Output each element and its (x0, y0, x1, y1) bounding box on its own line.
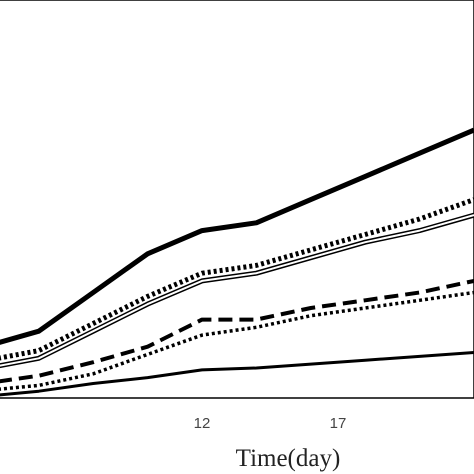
series-line-5 (0, 290, 474, 391)
series-layer (0, 127, 474, 397)
series-line-3-stroke (0, 214, 474, 367)
series-line-1-stroke (0, 127, 474, 345)
x-tick-label: 12 (194, 415, 211, 432)
series-line-6-stroke (0, 351, 474, 397)
x-tick-label: 17 (330, 415, 347, 432)
series-line-3-stroke (0, 212, 474, 369)
series-line-4-stroke (0, 278, 474, 384)
series-line-1 (0, 127, 474, 345)
series-line-4 (0, 278, 474, 384)
x-axis-title: Time(day) (236, 445, 341, 472)
series-line-6 (0, 351, 474, 397)
x-tick-labels: 12 17 (194, 415, 347, 432)
series-line-5-stroke (0, 290, 474, 391)
plot-frame (0, 0, 474, 399)
series-line-3 (0, 212, 474, 369)
